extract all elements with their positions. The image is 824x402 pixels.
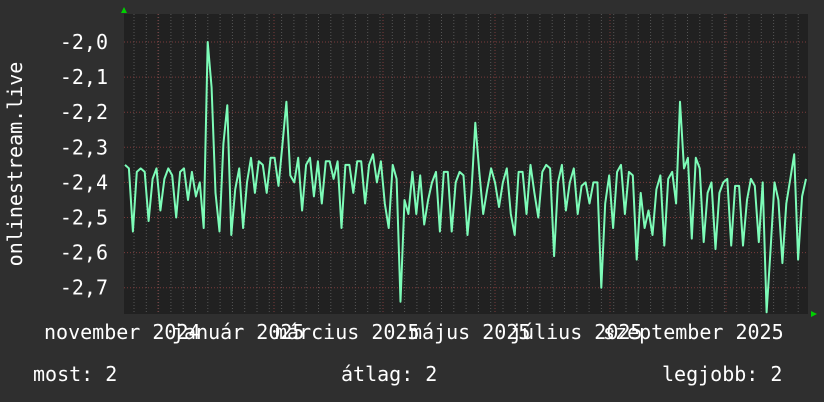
x-tick-label: március 2025 bbox=[275, 320, 420, 344]
y-tick-label: -2,2 bbox=[60, 100, 108, 124]
y-tick-label: -2,1 bbox=[60, 65, 108, 89]
y-axis-label: onlinestream.live bbox=[3, 62, 27, 267]
y-tick-label: -2,6 bbox=[60, 241, 108, 265]
series-line bbox=[124, 41, 807, 314]
x-tick-label: május 2025 bbox=[410, 320, 530, 344]
x-axis-arrow-icon bbox=[811, 311, 817, 317]
legend-average: átlag: 2 bbox=[341, 362, 438, 386]
legend-current: most: 2 bbox=[33, 362, 118, 386]
x-tick-label: július 2025 bbox=[510, 320, 642, 344]
y-axis-arrow-icon bbox=[121, 7, 127, 13]
x-tick-label: január 2025 bbox=[172, 320, 304, 344]
y-tick-label: -2,3 bbox=[60, 135, 108, 159]
y-tick-label: -2,5 bbox=[60, 206, 108, 230]
x-tick-label: november 2024 bbox=[44, 320, 201, 344]
y-tick-label: -2,7 bbox=[60, 276, 108, 300]
legend-max: legjobb: 2 bbox=[662, 362, 783, 386]
y-axis-ticks: -2,0 -2,1 -2,2 -2,3 -2,4 -2,5 -2,6 -2,7 bbox=[60, 30, 108, 300]
y-tick-label: -2,4 bbox=[60, 170, 108, 194]
y-tick-label: -2,0 bbox=[60, 30, 108, 54]
x-tick-label: szeptember 2025 bbox=[603, 320, 784, 344]
